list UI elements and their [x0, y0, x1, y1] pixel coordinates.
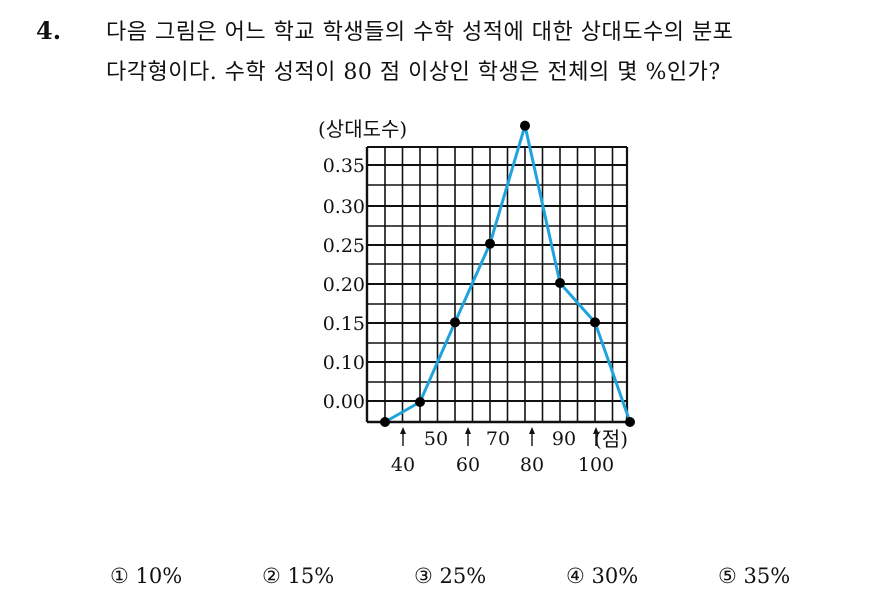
x-boundary-label: 40: [391, 454, 415, 476]
y-axis-label: (상대도수): [318, 117, 407, 141]
y-tick-label: 0.20: [323, 274, 365, 296]
option-3-text: 25%: [439, 564, 487, 588]
option-5[interactable]: ⑤ 35%: [718, 564, 790, 588]
x-tick-labels: 50 70 90 40 60 80 100: [391, 428, 614, 476]
data-point: [485, 238, 495, 249]
option-5-mark: ⑤: [718, 564, 737, 588]
y-tick-labels: 0.35 0.30 0.25 0.20 0.15 0.10 0.00: [323, 155, 365, 413]
x-boundary-label: 100: [578, 454, 614, 476]
arrow-head: [529, 427, 535, 434]
y-tick-label: 0.15: [323, 313, 365, 335]
option-1[interactable]: ① 10%: [110, 564, 182, 588]
arrow-head: [400, 427, 406, 434]
data-point: [415, 397, 425, 407]
data-points: [380, 120, 635, 427]
x-midpoint-label: 70: [486, 428, 510, 450]
answer-options: ① 10% ② 15% ③ 25% ④ 30% ⑤ 35%: [0, 564, 884, 590]
question-text-line-2: 다각형이다. 수학 성적이 80 점 이상인 학생은 전체의 몇 %인가?: [106, 60, 721, 85]
y-tick-label: 0.25: [323, 235, 365, 257]
option-1-mark: ①: [110, 564, 129, 588]
data-point: [555, 278, 565, 288]
x-boundary-label: 80: [520, 454, 544, 476]
option-4-text: 30%: [591, 564, 639, 588]
y-tick-label: 0.30: [323, 196, 365, 218]
data-point: [590, 317, 600, 328]
option-5-text: 35%: [743, 564, 791, 588]
x-midpoint-label: 90: [552, 428, 576, 450]
x-boundary-arrows: [400, 427, 599, 446]
y-tick-label: 0.10: [323, 352, 365, 374]
option-2[interactable]: ② 15%: [262, 564, 334, 588]
x-midpoint-label: 50: [424, 428, 448, 450]
option-3-mark: ③: [414, 564, 433, 588]
question-text-line-1: 다음 그림은 어느 학교 학생들의 수학 성적에 대한 상대도수의 분포: [106, 20, 734, 45]
option-2-mark: ②: [262, 564, 281, 588]
arrow-head: [593, 427, 599, 434]
question-number: 4.: [36, 16, 62, 45]
x-boundary-label: 60: [456, 454, 480, 476]
option-2-text: 15%: [287, 564, 335, 588]
option-4[interactable]: ④ 30%: [566, 564, 638, 588]
series-line: [383, 124, 632, 424]
arrow-head: [465, 427, 471, 434]
data-point: [625, 417, 635, 427]
x-axis-label: (점): [594, 427, 628, 451]
option-1-text: 10%: [135, 564, 183, 588]
y-tick-label: 0.00: [323, 391, 365, 413]
data-point: [450, 317, 460, 328]
data-point: [380, 417, 390, 427]
option-3[interactable]: ③ 25%: [414, 564, 486, 588]
chart-grid: [365, 146, 629, 424]
data-point: [520, 120, 530, 131]
y-tick-label: 0.35: [323, 155, 365, 177]
option-4-mark: ④: [566, 564, 585, 588]
